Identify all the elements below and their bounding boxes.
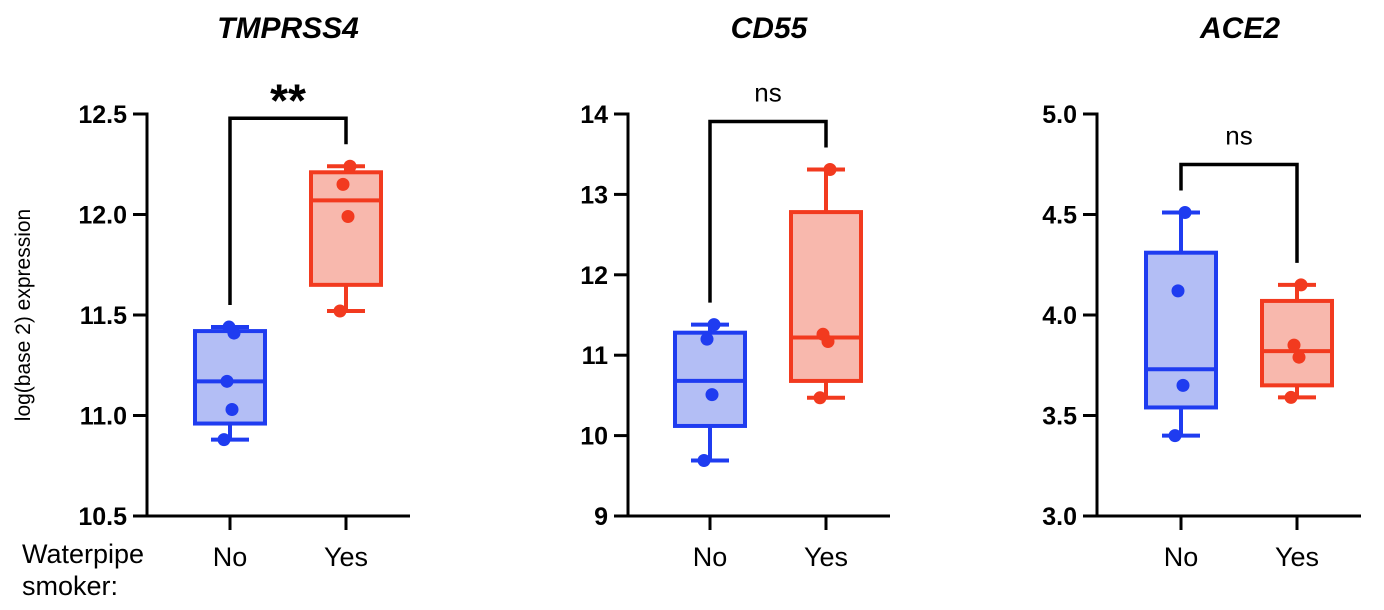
data-point: [220, 374, 234, 388]
data-point: [1176, 378, 1190, 392]
significance-bracket: [228, 116, 348, 306]
panel-title: ACE2: [1199, 12, 1280, 45]
significance-bracket: [1179, 162, 1299, 263]
x-tick-label: Yes: [804, 542, 848, 572]
y-tick-label: 4.5: [1042, 202, 1077, 230]
data-point: [700, 332, 714, 346]
box-no: [193, 320, 267, 447]
significance-label: **: [270, 74, 306, 126]
box-yes: [1260, 278, 1334, 404]
significance-bracket: [708, 119, 828, 303]
y-tick-label: 3.0: [1042, 503, 1077, 531]
data-point: [1292, 350, 1306, 364]
panel-title: CD55: [731, 12, 809, 45]
data-point: [222, 320, 236, 334]
data-point: [336, 177, 350, 191]
y-tick-label: 10: [580, 423, 608, 451]
significance-label: ns: [754, 77, 781, 107]
panel-cd55: CD55 9 10 11 12 13 14 No Yes ns: [580, 12, 890, 572]
y-tick-label: 11.5: [80, 302, 127, 330]
data-point: [1168, 429, 1182, 443]
panel-tmprss4: TMPRSS4 10.5 11.0 11.5 12.0 12.5 No Yes log(base…: [12, 12, 410, 572]
data-point: [707, 318, 721, 332]
x-tick-label: Yes: [324, 542, 368, 572]
y-tick-label: 12: [580, 262, 608, 290]
box-yes: [789, 162, 863, 405]
data-point: [1294, 278, 1308, 292]
x-tick-label: No: [1164, 542, 1199, 572]
box-no: [1144, 205, 1218, 443]
data-point: [1178, 205, 1192, 219]
y-tick-label: 14: [580, 101, 608, 129]
y-tick-label: 11: [582, 342, 609, 370]
y-tick-label: 13: [580, 181, 608, 209]
data-point: [225, 402, 239, 416]
data-point: [217, 433, 231, 447]
y-tick-label: 12.5: [78, 101, 127, 129]
y-tick-label: 9: [594, 503, 608, 531]
data-point: [816, 327, 830, 341]
data-point: [705, 388, 719, 402]
y-tick-label: 5.0: [1042, 101, 1077, 129]
significance-label: ns: [1225, 120, 1252, 150]
box-no: [673, 318, 747, 468]
y-axis-label: log(base 2) expression: [12, 209, 35, 421]
data-point: [333, 304, 347, 318]
data-point: [341, 210, 355, 224]
data-point: [343, 159, 357, 173]
box-yes: [309, 159, 383, 318]
y-tick-label: 12.0: [78, 202, 127, 230]
data-point: [813, 391, 827, 405]
x-tick-label: Yes: [1275, 542, 1319, 572]
box-iqr: [789, 210, 863, 383]
x-caption: Waterpipe smoker:: [22, 539, 145, 601]
y-tick-label: 3.5: [1042, 403, 1077, 431]
panel-ace2: ACE2 3.0 3.5 4.0 4.5 5.0 No Yes ns: [1042, 12, 1361, 572]
box-iqr: [309, 170, 383, 287]
data-point: [1171, 284, 1185, 298]
x-tick-label: No: [693, 542, 728, 572]
data-point: [823, 162, 837, 176]
y-tick-label: 11.0: [80, 403, 127, 431]
data-point: [1287, 338, 1301, 352]
y-tick-label: 4.0: [1042, 302, 1077, 330]
panel-title: TMPRSS4: [217, 12, 359, 45]
data-point: [697, 454, 711, 468]
data-point: [1284, 390, 1298, 404]
y-tick-label: 10.5: [78, 503, 127, 531]
x-tick-label: No: [213, 542, 248, 572]
